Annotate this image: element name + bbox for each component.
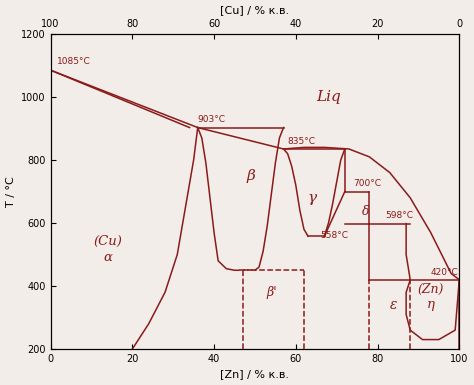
Text: 558°C: 558°C: [320, 231, 348, 240]
Text: 700°C: 700°C: [353, 179, 381, 188]
Text: 835°C: 835°C: [288, 137, 316, 146]
Text: 420°C: 420°C: [431, 268, 458, 276]
Text: β': β': [266, 286, 277, 299]
Text: (Cu): (Cu): [93, 235, 122, 248]
X-axis label: [Zn] / % к.в.: [Zn] / % к.в.: [220, 370, 290, 380]
Y-axis label: T / °C: T / °C: [6, 176, 16, 207]
Text: 1085°C: 1085°C: [57, 57, 91, 67]
Text: 598°C: 598°C: [386, 211, 414, 221]
Text: α: α: [103, 251, 112, 264]
Text: δ: δ: [362, 206, 369, 218]
Text: Liq: Liq: [316, 90, 341, 104]
Text: β: β: [246, 169, 255, 183]
Text: (Zn): (Zn): [418, 283, 444, 296]
Text: 903°C: 903°C: [198, 116, 226, 124]
Text: η: η: [427, 298, 435, 311]
Text: γ: γ: [308, 191, 317, 205]
Text: ε: ε: [390, 298, 398, 312]
X-axis label: [Cu] / % к.в.: [Cu] / % к.в.: [220, 5, 290, 15]
